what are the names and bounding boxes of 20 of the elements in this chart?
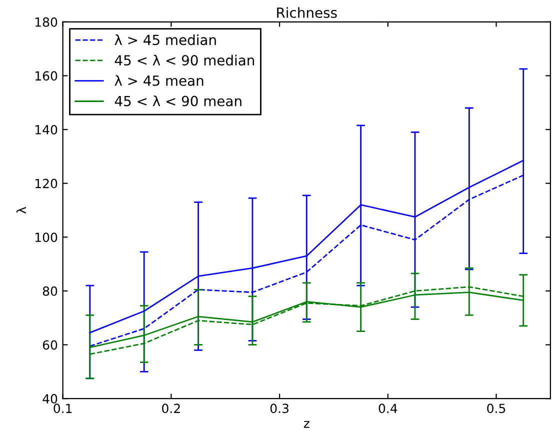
x-tick-label: 0.5 bbox=[487, 404, 506, 414]
legend-label: 45 < λ < 90 median bbox=[114, 54, 254, 66]
y-tick-label: 40 bbox=[42, 394, 58, 404]
chart-title: Richness bbox=[277, 7, 337, 18]
x-axis-title: z bbox=[304, 420, 310, 428]
x-tick-label: 0.1 bbox=[54, 404, 72, 414]
y-tick-label: 60 bbox=[42, 340, 58, 350]
y-tick-label: 140 bbox=[35, 124, 58, 134]
y-axis-title: λ bbox=[16, 206, 26, 214]
y-tick-label: 160 bbox=[35, 71, 58, 81]
y-tick-label: 180 bbox=[35, 17, 58, 27]
x-tick-label: 0.2 bbox=[162, 404, 180, 414]
x-tick-label: 0.4 bbox=[378, 404, 398, 414]
y-tick-label: 120 bbox=[35, 178, 58, 188]
x-tick-label: 0.3 bbox=[270, 404, 288, 414]
y-tick-label: 100 bbox=[35, 232, 58, 242]
y-tick-label: 80 bbox=[42, 286, 58, 296]
legend-label: λ > 45 median bbox=[114, 34, 216, 46]
legend-label: 45 < λ < 90 mean bbox=[114, 96, 242, 106]
legend-label: λ > 45 mean bbox=[114, 75, 204, 86]
